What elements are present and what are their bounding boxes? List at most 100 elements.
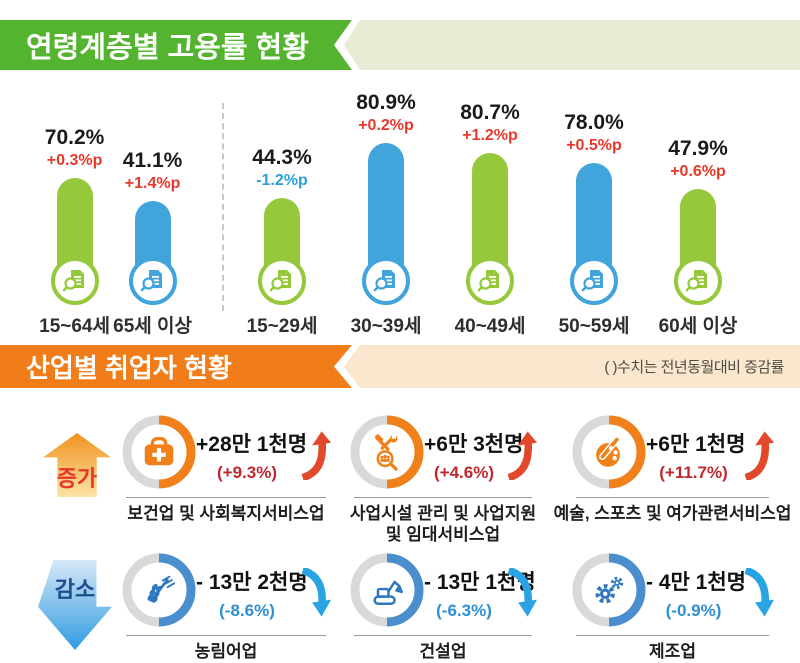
doc-magnifier-icon bbox=[674, 257, 722, 305]
industry-label-line2: 및 임대서비스업 bbox=[385, 525, 501, 545]
industry-card-health-welfare: +28만 1천명 (+9.3%) 보건업 및 사회복지서비스업 bbox=[120, 410, 332, 542]
bar-column-30-39: 80.9% +0.2%p 30~39세 bbox=[334, 88, 438, 338]
up-arrow-icon bbox=[741, 430, 775, 482]
industry-label-line1: 사업시설 관리 및 사업지원 bbox=[349, 504, 537, 523]
bar-value: 47.9% bbox=[668, 137, 728, 160]
card-text: - 4만 1천명 (-0.9%) bbox=[646, 566, 746, 621]
card-divider bbox=[354, 497, 532, 498]
ring-chart bbox=[572, 553, 646, 627]
card-divider bbox=[126, 497, 326, 498]
industry-card-manufacturing: - 4만 1천명 (-0.9%) 제조업 bbox=[570, 548, 775, 663]
gears-icon bbox=[572, 553, 646, 627]
doc-magnifier-icon bbox=[258, 257, 306, 305]
bar-label: 50~59세 bbox=[558, 316, 630, 337]
bar-change: +1.2%p bbox=[462, 127, 518, 144]
industry-label: 사업시설 관리 및 사업지원 및 임대서비스업 bbox=[350, 503, 536, 546]
card-rate: (+4.6%) bbox=[434, 463, 494, 482]
ring-chart bbox=[572, 415, 646, 489]
bar-column-15-29: 44.3% -1.2%p 15~29세 bbox=[230, 88, 334, 338]
wheat-icon bbox=[122, 553, 196, 627]
doc-magnifier-icon bbox=[362, 257, 410, 305]
up-arrow-icon bbox=[298, 430, 332, 482]
industry-header-strip: ( )수치는 전년동월대비 증감률 bbox=[344, 345, 800, 388]
bar-value: 44.3% bbox=[252, 146, 312, 169]
card-rate: (+9.3%) bbox=[217, 463, 277, 482]
card-value: - 4만 1천명 bbox=[646, 571, 746, 594]
card-text: - 13만 2천명 (-8.6%) bbox=[196, 566, 308, 621]
increase-badge-label: 증가 bbox=[56, 466, 98, 491]
card-rate: (-0.9%) bbox=[665, 601, 722, 620]
bar bbox=[128, 201, 177, 305]
card-value: - 13만 2천명 bbox=[196, 571, 308, 594]
industry-card-business-facilities: +6만 3천명 (+4.6%) 사업시설 관리 및 사업지원 및 임대서비스업 bbox=[348, 410, 538, 544]
decrease-arrow-badge: 감소 bbox=[38, 560, 112, 650]
employment-bars-group-total: 70.2% +0.3%p 15~64세 41.1% +1.4%p 65세 이상 bbox=[36, 88, 192, 338]
card-value: +6만 3천명 bbox=[424, 433, 524, 456]
doc-magnifier-icon bbox=[128, 257, 177, 305]
bar-label: 15~64세 bbox=[39, 316, 110, 337]
decrease-badge-label: 감소 bbox=[54, 577, 96, 602]
up-arrow-icon bbox=[504, 430, 538, 482]
tools-magnifier-icon bbox=[350, 415, 424, 489]
industry-card-agriculture: - 13만 2천명 (-8.6%) 농림어업 bbox=[120, 548, 332, 663]
art-palette-icon bbox=[572, 415, 646, 489]
bar-change: +0.3%p bbox=[46, 152, 103, 169]
industry-label: 제조업 bbox=[649, 642, 696, 661]
card-value: - 13만 1천명 bbox=[424, 571, 536, 594]
card-text: +6만 1천명 (+11.7%) bbox=[646, 428, 746, 483]
bar bbox=[674, 189, 722, 305]
down-arrow-icon bbox=[741, 566, 775, 618]
bar-value: 41.1% bbox=[122, 149, 183, 172]
ring-chart bbox=[122, 553, 196, 627]
bar-label: 65세 이상 bbox=[113, 316, 192, 337]
bar bbox=[466, 153, 514, 305]
industry-section-title: 산업별 취업자 현황 bbox=[26, 353, 232, 383]
card-divider bbox=[576, 635, 769, 636]
down-arrow-icon bbox=[298, 566, 332, 618]
bar-label: 40~49세 bbox=[454, 316, 526, 337]
bar bbox=[570, 163, 618, 305]
bar-column-15-64: 70.2% +0.3%p 15~64세 bbox=[36, 88, 113, 338]
bar-value: 70.2% bbox=[44, 126, 105, 149]
bar-column-40-49: 80.7% +1.2%p 40~49세 bbox=[438, 88, 542, 338]
bar-value: 78.0% bbox=[564, 111, 624, 134]
bar-change: +0.6%p bbox=[670, 163, 726, 180]
employment-header-strip bbox=[344, 20, 800, 70]
industry-label: 농림어업 bbox=[194, 642, 258, 661]
employment-header-banner: 연령계층별 고용률 현황 bbox=[0, 20, 352, 70]
increase-arrow-badge: 증가 bbox=[43, 433, 111, 497]
employment-section-title: 연령계층별 고용률 현황 bbox=[26, 32, 309, 64]
bar-groups-divider bbox=[222, 103, 224, 311]
card-text: +28만 1천명 (+9.3%) bbox=[196, 428, 308, 483]
bar-change: +1.4%p bbox=[124, 175, 181, 192]
doc-magnifier-icon bbox=[50, 257, 99, 305]
card-text: +6만 3천명 (+4.6%) bbox=[424, 428, 524, 483]
card-text: - 13만 1천명 (-6.3%) bbox=[424, 566, 536, 621]
down-arrow-icon bbox=[504, 566, 538, 618]
card-rate: (-8.6%) bbox=[219, 601, 275, 620]
employment-bars-group-by-age: 44.3% -1.2%p 15~29세 80.9% +0.2%p 30~39세 … bbox=[230, 88, 750, 338]
ring-chart bbox=[122, 415, 196, 489]
card-divider bbox=[576, 497, 769, 498]
bar-change: +0.5%p bbox=[566, 137, 622, 154]
bar-label: 60세 이상 bbox=[658, 316, 738, 337]
bar-value: 80.9% bbox=[356, 91, 416, 114]
card-value: +6만 1천명 bbox=[646, 433, 746, 456]
ring-chart bbox=[350, 553, 424, 627]
bar-label: 15~29세 bbox=[246, 316, 318, 337]
ring-chart bbox=[350, 415, 424, 489]
bar bbox=[258, 198, 306, 305]
bar-value: 80.7% bbox=[460, 101, 520, 124]
industry-label: 예술, 스포츠 및 여가관련서비스업 bbox=[553, 504, 792, 523]
industry-note: ( )수치는 전년동월대비 증감률 bbox=[604, 359, 784, 376]
card-divider bbox=[354, 635, 532, 636]
industry-card-arts-sports: +6만 1천명 (+11.7%) 예술, 스포츠 및 여가관련서비스업 bbox=[554, 410, 791, 542]
industry-card-construction: - 13만 1천명 (-6.3%) 건설업 bbox=[348, 548, 538, 663]
doc-magnifier-icon bbox=[570, 257, 618, 305]
industry-label: 보건업 및 사회복지서비스업 bbox=[127, 504, 325, 523]
bar-column-65-plus: 41.1% +1.4%p 65세 이상 bbox=[113, 88, 192, 338]
bar-change: +0.2%p bbox=[358, 117, 414, 134]
bar-column-50-59: 78.0% +0.5%p 50~59세 bbox=[542, 88, 646, 338]
card-divider bbox=[126, 635, 326, 636]
card-value: +28만 1천명 bbox=[196, 433, 308, 456]
